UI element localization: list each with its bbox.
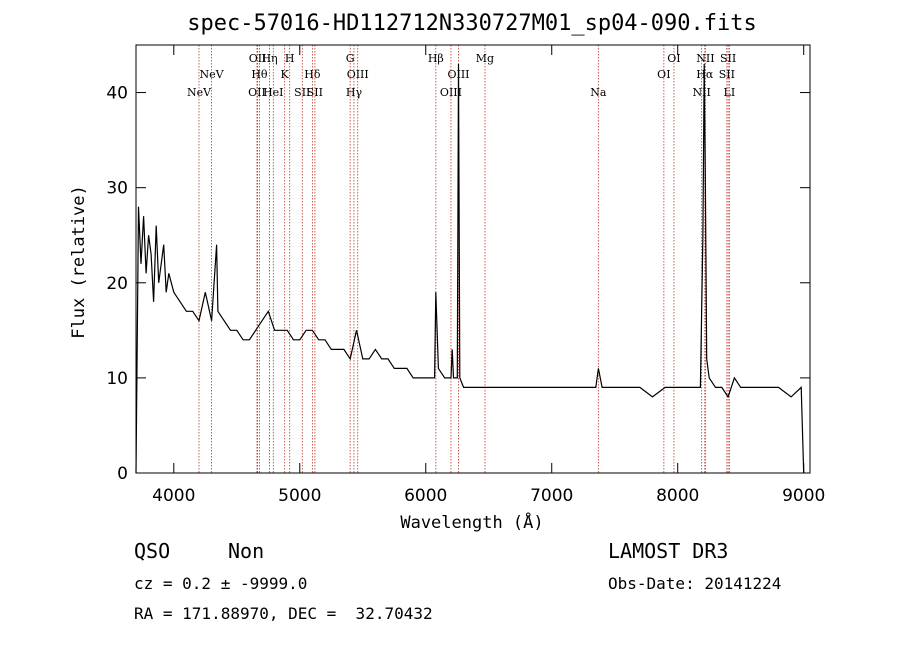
line-marker-label: Na — [590, 86, 607, 99]
chart-title: spec-57016-HD112712N330727M01_sp04-090.f… — [187, 11, 757, 36]
line-marker-label: Mg — [476, 52, 494, 65]
line-marker-label: Hβ — [428, 52, 444, 65]
line-marker-label: NeV — [200, 68, 225, 81]
observation-date: Obs-Date: 20141224 — [608, 574, 782, 593]
line-marker-label: SII — [720, 52, 736, 65]
x-tick-label: 5000 — [278, 486, 321, 506]
x-tick-label: 8000 — [656, 486, 699, 506]
redshift-cz: cz = 0.2 ± -9999.0 — [134, 574, 308, 593]
x-axis-label: Wavelength (Å) — [400, 511, 543, 533]
emission-line-labels: NeV NeV OII OII Hθ Hη HeI KH SII Hδ SII G Hγ OIII Hβ OI… — [187, 52, 736, 99]
line-marker-label: OII — [248, 86, 266, 99]
y-tick-label: 10 — [106, 369, 128, 389]
line-marker-label: H — [285, 52, 295, 65]
spectrum-line — [135, 63, 805, 474]
line-marker-label: K — [281, 68, 290, 81]
x-tick-label: 4000 — [152, 486, 195, 506]
y-axis-label: Flux (relative) — [69, 185, 89, 339]
line-marker-label: LI — [724, 86, 736, 99]
object-class: QSO — [134, 539, 171, 563]
line-marker-label: OI — [667, 52, 680, 65]
plot-frame — [135, 44, 811, 474]
y-tick-label: 40 — [106, 84, 128, 104]
line-marker-label: SII — [719, 68, 735, 81]
line-marker-label: HeI — [263, 86, 283, 99]
line-marker-label: NII — [696, 52, 714, 65]
x-tick-label: 7000 — [530, 486, 573, 506]
x-axis-ticks: 4000 5000 6000 7000 8000 9000 — [152, 45, 825, 506]
coordinates: RA = 171.88970, DEC = 32.70432 — [134, 604, 433, 623]
x-tick-label: 6000 — [404, 486, 447, 506]
y-tick-label: 0 — [117, 464, 128, 484]
line-marker-label: NII — [692, 86, 710, 99]
line-marker-label: SII — [307, 86, 323, 99]
line-marker-label: G — [346, 52, 355, 65]
line-marker-label: OIII — [440, 86, 462, 99]
survey-name: LAMOST DR3 — [608, 539, 729, 563]
line-marker-label: OIII — [347, 68, 369, 81]
line-marker-label: SII — [294, 86, 310, 99]
line-marker-label: Hγ — [346, 86, 363, 99]
emission-line-markers — [198, 45, 730, 473]
y-tick-label: 20 — [106, 274, 128, 294]
line-marker-label: OI — [657, 68, 670, 81]
line-marker-label: NeV — [187, 86, 212, 99]
y-tick-label: 30 — [106, 179, 128, 199]
object-subclass: Non — [228, 539, 265, 563]
line-marker-label: Hη — [261, 52, 277, 65]
line-marker-label: OII — [249, 52, 267, 65]
y-axis-ticks: 0 10 20 30 40 — [106, 84, 810, 484]
line-marker-label: Hα — [696, 68, 714, 81]
x-tick-label: 9000 — [782, 486, 825, 506]
line-marker-label: Hδ — [304, 68, 321, 81]
line-marker-label: Hθ — [251, 68, 268, 81]
